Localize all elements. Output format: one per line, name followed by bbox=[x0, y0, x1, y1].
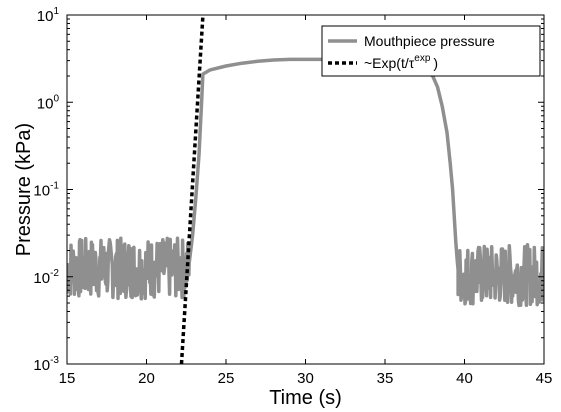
legend-label-exp-fit-suffix: ) bbox=[433, 55, 438, 71]
x-axis-label: Time (s) bbox=[269, 387, 342, 409]
y-tick-label-exp: -2 bbox=[50, 268, 59, 279]
y-tick-label-exp: -1 bbox=[50, 181, 59, 192]
y-tick-label: 10-2 bbox=[33, 268, 59, 287]
legend: Mouthpiece pressure ~Exp(t/τexp) bbox=[321, 25, 541, 77]
series-mouthpiece-pressure-line bbox=[67, 57, 544, 308]
y-axis-label: Pressure (kPa) bbox=[13, 123, 35, 256]
x-tick-label: 40 bbox=[456, 370, 473, 387]
y-tick-label-exp: 0 bbox=[53, 93, 59, 104]
y-tick-label-base: 10 bbox=[37, 95, 54, 112]
legend-label-exp-fit-main: ~Exp(t/τ bbox=[364, 55, 415, 71]
legend-label-mouthpiece: Mouthpiece pressure bbox=[364, 33, 495, 49]
y-tick-label-exp: -3 bbox=[50, 355, 59, 366]
x-tick-label: 35 bbox=[377, 370, 394, 387]
legend-box bbox=[321, 25, 541, 77]
x-tick-label: 45 bbox=[536, 370, 553, 387]
y-tick-label: 101 bbox=[37, 6, 60, 25]
legend-label-exp-fit: ~Exp(t/τexp) bbox=[364, 53, 438, 71]
legend-label-exp-fit-sup: exp bbox=[414, 53, 431, 64]
x-tick-label: 25 bbox=[218, 370, 235, 387]
x-tick-label: 20 bbox=[138, 370, 155, 387]
series-exp-fit-line bbox=[179, 15, 205, 364]
y-tick-label: 10-1 bbox=[33, 181, 59, 200]
y-tick-label-base: 10 bbox=[33, 357, 50, 374]
y-tick-label-base: 10 bbox=[37, 8, 54, 25]
y-tick-label: 100 bbox=[37, 93, 60, 112]
x-tick-label: 30 bbox=[297, 370, 314, 387]
y-tick-label-exp: 1 bbox=[53, 6, 59, 17]
y-tick-label-base: 10 bbox=[33, 270, 50, 287]
y-tick-label-base: 10 bbox=[33, 183, 50, 200]
y-tick-label: 10-3 bbox=[33, 355, 59, 374]
x-tick-label: 15 bbox=[59, 370, 76, 387]
